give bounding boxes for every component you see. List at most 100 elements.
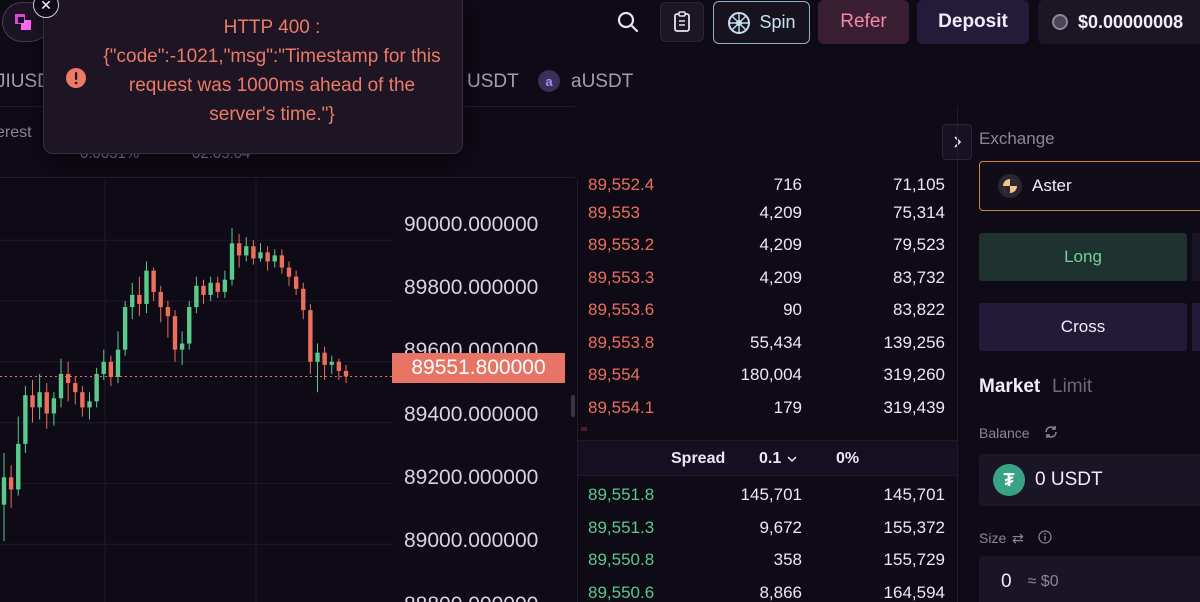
bid-row[interactable]: 89,550.6 8,866 164,594 (578, 577, 957, 602)
bid-total: 145,701 (883, 485, 945, 504)
candle-body (279, 255, 285, 268)
ask-row[interactable]: 89,554 180,004 319,260 (578, 359, 957, 391)
open-interest-label: erest (0, 124, 32, 141)
search-icon (617, 11, 639, 33)
refresh-icon[interactable] (1043, 424, 1059, 440)
short-button[interactable] (1192, 233, 1200, 281)
candle-body (336, 361, 342, 371)
orders-button[interactable] (660, 2, 704, 42)
candle-body (44, 392, 49, 414)
ask-row[interactable]: 89,554.1 179 319,439 (578, 392, 957, 424)
candle-body (315, 352, 320, 362)
ask-row[interactable]: 89,553.2 4,209 79,523 (578, 229, 957, 261)
candle-body (51, 398, 57, 414)
candle-body (30, 395, 35, 408)
ask-size: 4,209 (759, 235, 802, 254)
ticker-item[interactable]: aUSDT (571, 71, 634, 92)
ask-row[interactable]: 89,553.8 55,434 139,256 (578, 327, 957, 359)
candle-body (23, 395, 28, 444)
bid-size: 8,866 (759, 583, 802, 602)
bid-price: 89,551.3 (588, 518, 655, 537)
ask-size: 4,209 (759, 203, 802, 222)
candle-body (94, 373, 99, 402)
ask-price: 89,554 (588, 365, 640, 384)
spread-percent: 0% (836, 450, 860, 467)
ticker-item[interactable]: JIUSD (0, 71, 51, 92)
spread-row: Spread 0.1 0% (578, 440, 957, 476)
error-icon (66, 68, 86, 88)
size-input[interactable]: 0 ≈ $0 (979, 556, 1200, 602)
long-button[interactable]: Long (979, 233, 1187, 281)
bid-size: 358 (773, 550, 802, 569)
bid-row[interactable]: 89,551.3 9,672 155,372 (578, 512, 957, 544)
ask-row[interactable]: 89,552.4 716 71,105 (578, 169, 957, 201)
price-chart[interactable]: 90000.000000 89800.000000 89600.000000 8… (0, 179, 575, 602)
bid-size: 9,672 (759, 518, 802, 537)
balance-value: 0 USDT (1035, 469, 1103, 490)
ask-price: 89,552.4 (588, 175, 655, 194)
size-label: Size (979, 530, 1007, 546)
exchange-select[interactable]: Aster (979, 161, 1200, 211)
candle-body (258, 252, 263, 259)
leverage-button[interactable] (1192, 303, 1200, 351)
tab-market[interactable]: Market (979, 376, 1041, 397)
candle-body (172, 316, 178, 350)
candle-body (343, 370, 349, 377)
candle-body (187, 307, 192, 344)
spin-wheel-icon (728, 11, 751, 34)
spin-label: Spin (759, 12, 796, 32)
ask-row[interactable]: 89,553 4,209 75,314 (578, 197, 957, 229)
tab-limit[interactable]: Limit (1052, 376, 1093, 397)
ask-row[interactable]: 89,553.3 4,209 83,732 (578, 262, 957, 294)
ask-size: 180,004 (740, 365, 802, 384)
candle-body (286, 267, 292, 277)
tether-icon: ₮ (993, 464, 1025, 496)
candle-body (137, 294, 142, 305)
candle-body (122, 307, 128, 350)
error-toast: HTTP 400 : {"code":-1021,"msg":"Timestam… (43, 0, 463, 154)
long-label: Long (1064, 247, 1102, 266)
deposit-button[interactable]: Deposit (917, 0, 1029, 44)
close-icon: ✕ (40, 0, 52, 13)
wallet-balance: $0.00000008 (1078, 11, 1184, 32)
info-icon[interactable] (1038, 530, 1052, 544)
ask-price: 89,553.6 (588, 300, 655, 319)
cross-label: Cross (1060, 317, 1106, 336)
ask-total: 71,105 (893, 175, 945, 194)
candle-body (208, 282, 213, 295)
candle-body (229, 243, 235, 280)
cross-margin-button[interactable]: Cross (979, 303, 1187, 351)
bid-price: 89,550.6 (588, 583, 655, 602)
bid-row[interactable]: 89,551.8 145,701 145,701 (578, 479, 957, 511)
bid-price: 89,551.8 (588, 485, 655, 504)
bid-size: 145,701 (740, 485, 802, 504)
ask-size: 55,434 (750, 333, 802, 352)
resize-handle[interactable] (571, 395, 575, 417)
spin-button[interactable]: Spin (713, 1, 810, 44)
candle-body (158, 291, 163, 308)
y-axis-label: 90000.000000 (404, 213, 539, 236)
candle-body (73, 383, 78, 393)
trade-panel: Exchange Aster Long Cross Market Limit B… (957, 106, 1200, 602)
y-axis-label: 89400.000000 (404, 403, 539, 426)
tick-size-value: 0.1 (759, 450, 782, 467)
candle-body (1, 477, 7, 505)
candle-body (58, 373, 64, 399)
tick-size-select[interactable]: 0.1 (759, 450, 797, 468)
search-button[interactable] (612, 6, 644, 38)
depth-bar (581, 427, 587, 431)
candlestick-plot[interactable] (0, 179, 392, 602)
aster-icon (998, 174, 1022, 198)
ask-row[interactable]: 89,553.6 90 83,822 (578, 294, 957, 326)
ask-size: 179 (773, 398, 802, 417)
bid-total: 164,594 (883, 583, 945, 602)
candle-body (215, 282, 220, 292)
bid-total: 155,372 (883, 518, 945, 537)
wallet-balance-button[interactable]: $0.00000008 (1038, 0, 1200, 44)
swap-units-icon[interactable]: ⇄ (1012, 530, 1024, 546)
candle-body (236, 243, 242, 256)
candle-body (251, 246, 256, 259)
ticker-item[interactable]: USDT (467, 71, 519, 92)
refer-button[interactable]: Refer (818, 0, 909, 44)
bid-row[interactable]: 89,550.8 358 155,729 (578, 544, 957, 576)
